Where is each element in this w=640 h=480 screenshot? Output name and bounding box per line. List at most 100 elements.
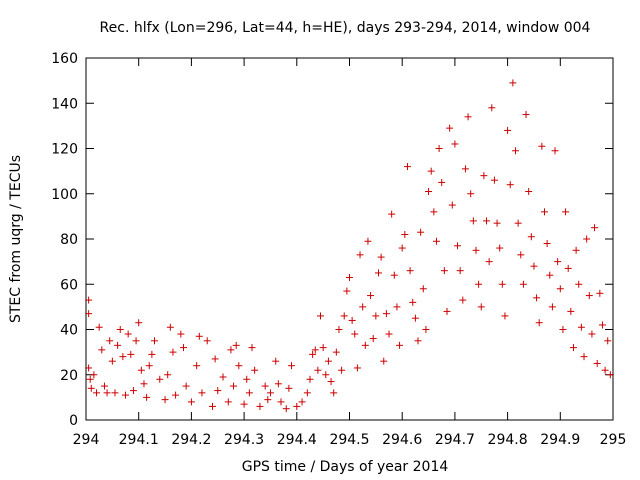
data-point (601, 366, 609, 374)
data-point (156, 375, 164, 383)
data-point (351, 330, 359, 338)
data-point (343, 287, 351, 295)
data-point (164, 371, 172, 379)
x-tick-label: 294.2 (171, 432, 211, 448)
x-tick-label: 294.9 (540, 432, 580, 448)
data-point (577, 323, 585, 331)
data-point (95, 323, 103, 331)
data-point (266, 389, 274, 397)
data-point (454, 242, 462, 250)
x-tick-label: 294 (73, 432, 100, 448)
data-point (187, 398, 195, 406)
data-point (261, 382, 269, 390)
data-point (501, 312, 509, 320)
data-point (388, 210, 396, 218)
data-point (409, 298, 417, 306)
data-point (509, 79, 517, 87)
data-point (87, 384, 95, 392)
x-tick-label: 295 (600, 432, 627, 448)
data-point (288, 362, 296, 370)
y-tick-label: 120 (51, 142, 78, 158)
data-point (567, 307, 575, 315)
data-point (396, 341, 404, 349)
data-point (98, 346, 106, 354)
data-point (533, 294, 541, 302)
data-point (438, 178, 446, 186)
data-point (103, 389, 111, 397)
data-point (137, 366, 145, 374)
y-tick-label: 100 (51, 187, 78, 203)
data-point (106, 337, 114, 345)
data-point (596, 289, 604, 297)
data-point (169, 348, 177, 356)
data-point (390, 271, 398, 279)
data-point (493, 219, 501, 227)
data-point (195, 332, 203, 340)
x-tick-label: 294.7 (435, 432, 475, 448)
data-point (488, 104, 496, 112)
x-tick-label: 294.5 (329, 432, 369, 448)
data-point (496, 244, 504, 252)
data-point (251, 366, 259, 374)
data-points (85, 79, 614, 413)
data-point (356, 251, 364, 259)
data-point (606, 371, 614, 379)
data-point (548, 303, 556, 311)
data-point (240, 400, 248, 408)
y-tick-label: 40 (60, 323, 78, 339)
data-point (311, 346, 319, 354)
data-point (256, 402, 264, 410)
data-point (411, 314, 419, 322)
data-point (86, 375, 94, 383)
data-point (419, 285, 427, 293)
data-point (382, 310, 390, 318)
data-point (562, 208, 570, 216)
x-tick-label: 294.1 (119, 432, 159, 448)
data-point (575, 280, 583, 288)
axis-ticks (85, 57, 614, 421)
data-point (530, 262, 538, 270)
data-point (554, 258, 562, 266)
data-point (114, 341, 122, 349)
y-tick-label: 80 (60, 232, 78, 248)
data-point (90, 371, 98, 379)
data-point (483, 217, 491, 225)
data-point (338, 366, 346, 374)
data-point (264, 396, 272, 404)
data-point (435, 145, 443, 152)
data-point (525, 187, 533, 195)
data-point (504, 126, 512, 134)
x-tick-label: 294.4 (277, 432, 317, 448)
data-point (100, 382, 108, 390)
x-tick-label: 294.6 (382, 432, 422, 448)
data-point (572, 246, 580, 254)
y-tick-label: 160 (51, 51, 78, 67)
data-point (440, 267, 448, 275)
data-point (224, 398, 232, 406)
data-point (506, 181, 514, 189)
data-point (172, 391, 180, 399)
data-point (551, 147, 559, 155)
data-point (340, 312, 348, 320)
data-point (480, 172, 488, 180)
data-point (472, 246, 480, 254)
data-point (425, 187, 433, 195)
data-point (401, 230, 409, 238)
data-point (177, 330, 185, 338)
data-point (459, 296, 467, 304)
data-point (556, 285, 564, 293)
data-point (151, 337, 159, 345)
data-point (417, 228, 425, 236)
data-point (243, 375, 251, 383)
data-point (208, 402, 216, 410)
data-point (475, 280, 483, 288)
data-point (332, 348, 340, 356)
data-point (322, 371, 330, 379)
data-point (166, 323, 174, 331)
data-point (522, 111, 530, 119)
data-point (235, 362, 243, 370)
data-point (535, 319, 543, 327)
data-point (211, 355, 219, 363)
data-point (148, 350, 156, 358)
